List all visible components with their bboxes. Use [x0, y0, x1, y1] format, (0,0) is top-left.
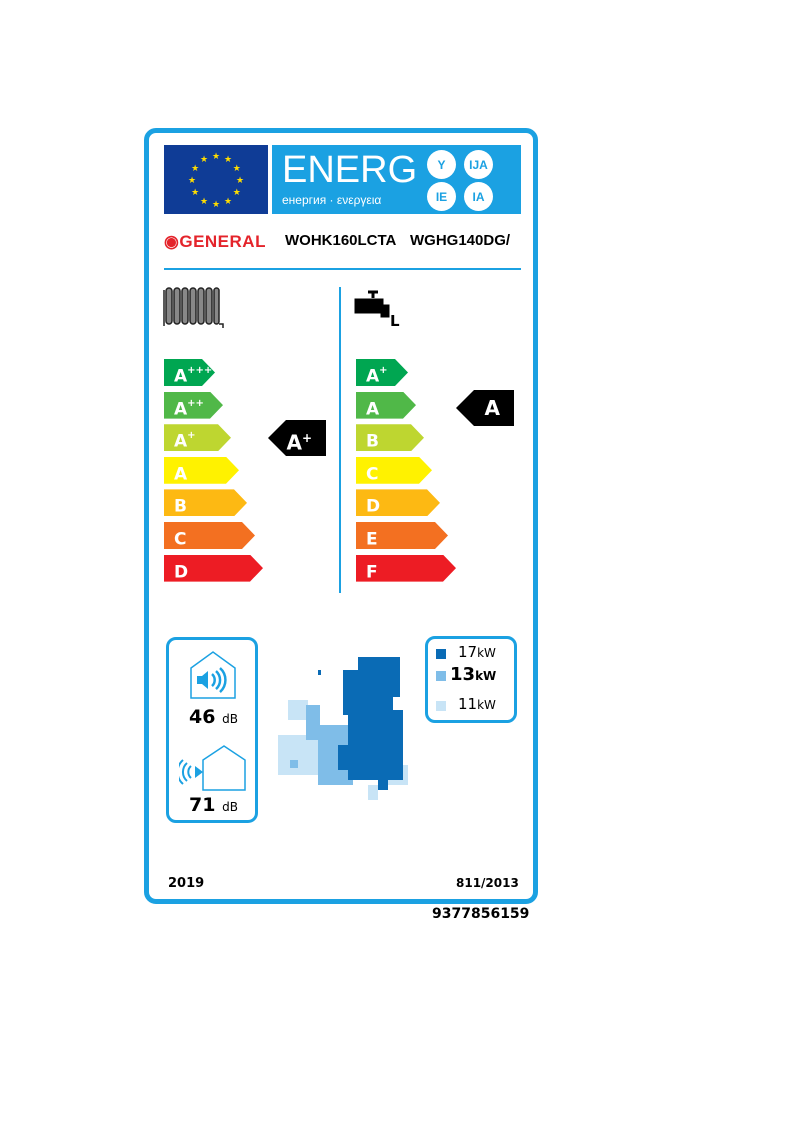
- rating-letter: A: [286, 430, 302, 455]
- star-icon: ★: [236, 176, 244, 186]
- tap-icon: [354, 290, 390, 318]
- suffix-ia: IA: [464, 182, 493, 211]
- star-icon: ★: [224, 155, 232, 165]
- class-sup: +++: [187, 365, 213, 376]
- suffix-ija: IJA: [464, 150, 493, 179]
- class-letter: F: [366, 562, 378, 583]
- energy-class-A: A: [356, 392, 416, 419]
- class-letter: E: [366, 529, 378, 550]
- class-letter: A: [174, 431, 188, 452]
- outdoor-model: WGHG140DG/: [410, 232, 511, 249]
- class-letter: D: [366, 497, 381, 518]
- class-letter: A: [366, 399, 380, 420]
- radiator-icon: [163, 287, 224, 328]
- suffix-y: Y: [427, 150, 456, 179]
- star-icon: ★: [200, 197, 208, 207]
- label-code: 9377856159: [432, 906, 530, 922]
- eu-stars-icon: ★ ★★★★★★★★★★★: [188, 152, 244, 210]
- energy-class-D: D: [164, 555, 263, 582]
- class-letter: B: [174, 497, 187, 518]
- brand-name: GENERAL: [179, 232, 266, 251]
- energy-class-F: F: [356, 555, 456, 582]
- energy-class-B: B: [356, 424, 424, 451]
- rating-sup: +: [301, 431, 312, 445]
- regulation-number: 811/2013: [456, 876, 519, 890]
- energy-class-C: C: [356, 457, 432, 484]
- class-letter: A: [174, 366, 188, 387]
- star-icon: ★: [191, 164, 199, 174]
- kw-value: 11: [458, 695, 478, 713]
- class-letter: D: [174, 562, 189, 583]
- heat-output-2: 11kW: [458, 695, 496, 713]
- star-icon: ★: [212, 152, 220, 162]
- class-letter: A: [366, 366, 380, 387]
- star-icon: ★: [224, 197, 232, 207]
- class-sup: ++: [187, 397, 204, 409]
- load-profile: L: [390, 312, 400, 330]
- outdoor-noise-value: 71: [189, 794, 216, 816]
- class-letter: C: [366, 464, 379, 485]
- brand-logo: ◉GENERAL: [164, 232, 266, 251]
- energy-label-frame: [144, 128, 538, 904]
- star-icon: ★: [200, 155, 208, 165]
- energy-class-App: A++: [164, 392, 223, 419]
- class-letter: A: [174, 464, 188, 485]
- kw-value: 13: [450, 664, 476, 685]
- class-letter: B: [366, 431, 379, 452]
- energy-word: ENERG: [282, 149, 418, 191]
- noise-unit: dB: [222, 712, 238, 726]
- outdoor-noise: 71 dB: [189, 794, 238, 816]
- energy-class-B: B: [164, 489, 247, 516]
- star-icon: ★: [188, 176, 196, 186]
- class-letter: C: [174, 529, 187, 550]
- star-icon: ★: [233, 164, 241, 174]
- star-icon: ★: [191, 188, 199, 198]
- energy-class-C: C: [164, 522, 255, 549]
- climate-swatch: [436, 671, 446, 681]
- eu-flag: ★ ★ ★ ★ ★ ★ ★ ★ ★ ★ ★ ★: [164, 145, 268, 214]
- kw-unit: kW: [477, 646, 496, 660]
- indoor-noise: 46 dB: [189, 706, 238, 728]
- energy-class-E: E: [356, 522, 448, 549]
- heat-output-box: 17kW 13kW 11kW: [425, 636, 517, 723]
- energy-class-D: D: [356, 489, 440, 516]
- climate-swatch: [436, 701, 446, 711]
- divider: [339, 287, 341, 593]
- energy-subtitle: енергия · ενεργεια: [282, 193, 382, 207]
- label-year: 2019: [168, 876, 205, 891]
- class-letter: A: [174, 399, 188, 420]
- energy-class-Ap: A+: [164, 424, 231, 451]
- heat-output-0: 17kW: [458, 643, 496, 661]
- kw-unit: kW: [477, 698, 496, 712]
- energy-class-A: A: [164, 457, 239, 484]
- climate-swatch: [436, 649, 446, 659]
- divider: [164, 268, 521, 270]
- noise-unit: dB: [222, 800, 238, 814]
- heat-output-1: 13kW: [450, 664, 496, 685]
- kw-value: 17: [458, 643, 478, 661]
- model-numbers: WOHK160LCTA WGHG140DG/: [285, 232, 510, 249]
- class-sup: +: [187, 430, 196, 442]
- class-sup: +: [379, 365, 388, 376]
- kw-unit: kW: [475, 669, 497, 683]
- europe-climate-map: [278, 657, 408, 800]
- star-icon: ★: [212, 200, 220, 210]
- suffix-ie: IE: [427, 182, 456, 211]
- indoor-noise-value: 46: [189, 706, 216, 728]
- star-icon: ★: [233, 188, 241, 198]
- noise-box: 46 dB 71 dB: [166, 637, 258, 823]
- indoor-model: WOHK160LCTA: [285, 232, 396, 249]
- energy-header: ENERG енергия · ενεργεια Y IJA IE IA: [272, 145, 521, 214]
- rating-letter: A: [484, 396, 500, 420]
- indoor-sound-icon: [190, 651, 236, 699]
- outdoor-sound-icon: [179, 745, 246, 791]
